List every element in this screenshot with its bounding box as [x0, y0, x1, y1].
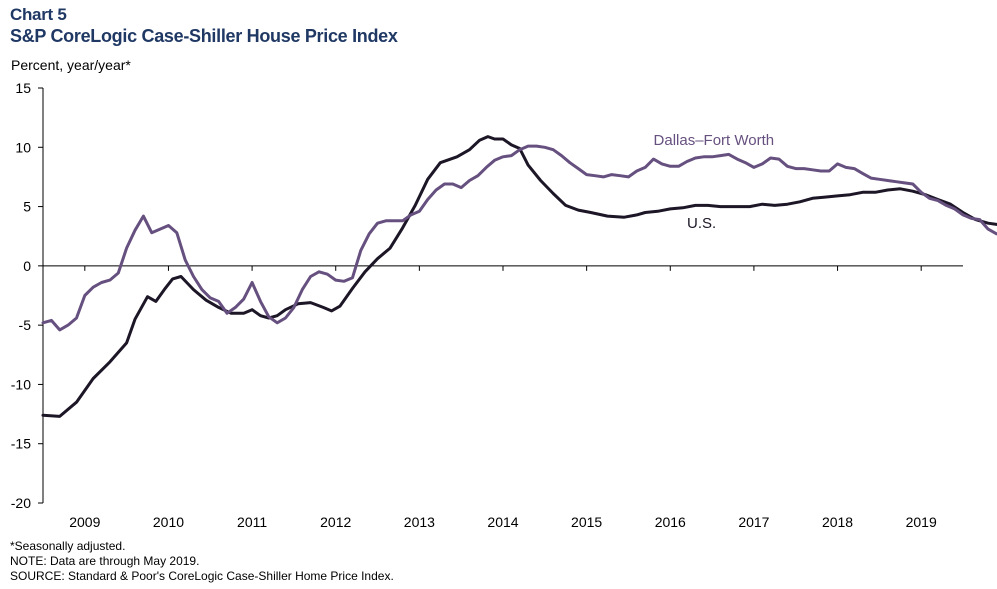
x-tick-label: 2011	[237, 514, 267, 530]
footnote-source: SOURCE: Standard & Poor's CoreLogic Case…	[10, 569, 394, 583]
x-tick-label: 2012	[320, 514, 351, 530]
y-tick-label: 0	[23, 258, 31, 274]
series-labels: U.S. Dallas–Fort Worth	[654, 132, 775, 232]
x-tick-label: 2013	[404, 514, 435, 530]
y-tick-label: -10	[11, 376, 31, 392]
x-tick-label: 2016	[655, 514, 686, 530]
chart-axes	[42, 88, 963, 503]
y-tick-label: 5	[23, 199, 31, 215]
series-line-dallas-fort-worth	[41, 144, 997, 332]
y-axis-ticks: 15 10 5 0 -5 -10 -15 -20	[11, 80, 43, 511]
x-tick-label: 2010	[153, 514, 184, 530]
y-tick-label: -5	[19, 317, 32, 333]
x-tick-label: 2019	[906, 514, 937, 530]
footnote-seasonal: *Seasonally adjusted.	[10, 539, 126, 553]
y-tick-label: -20	[11, 495, 31, 511]
series-label-us: U.S.	[687, 215, 716, 232]
series-lines	[41, 135, 997, 418]
x-tick-label: 2009	[69, 514, 100, 530]
chart-label: Chart 5	[10, 5, 67, 24]
x-tick-label: 2017	[738, 514, 769, 530]
y-tick-label: -15	[11, 436, 31, 452]
chart-title: S&P CoreLogic Case-Shiller House Price I…	[10, 26, 398, 46]
x-axis-ticks: 2009 2010 2011 2012 2013 2014 2015 2016 2017 2018…	[69, 265, 937, 530]
y-tick-label: 15	[15, 80, 31, 96]
footnote-data-through: NOTE: Data are through May 2019.	[10, 554, 200, 568]
x-tick-label: 2018	[822, 514, 853, 530]
series-label-dallas-fort-worth: Dallas–Fort Worth	[654, 132, 775, 149]
y-axis-label: Percent, year/year*	[11, 57, 131, 73]
x-tick-label: 2014	[487, 514, 518, 530]
series-line-us	[41, 135, 997, 418]
x-tick-label: 2015	[571, 514, 602, 530]
y-tick-label: 10	[15, 139, 31, 155]
